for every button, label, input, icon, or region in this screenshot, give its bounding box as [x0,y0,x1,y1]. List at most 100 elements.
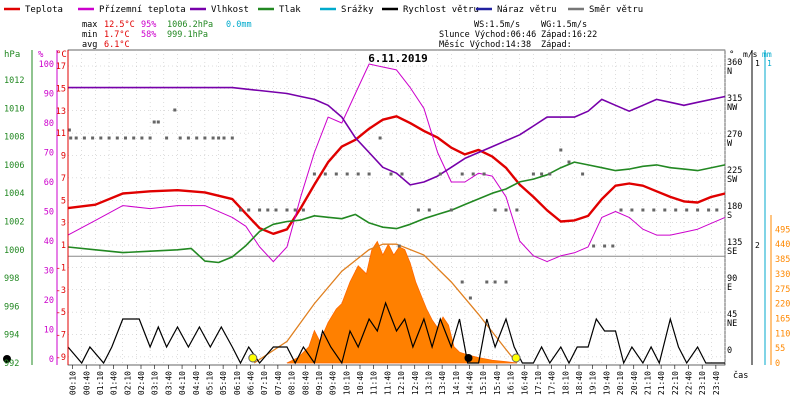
legend-label: Vlhkost [211,5,249,15]
x-tick-label: 04:40 [192,371,201,395]
wind-direction-point [367,172,371,176]
wind-direction-point [301,208,305,212]
x-tick-label: 13:10 [424,371,433,395]
dir-axis-label: ° [729,50,734,60]
x-tick-label: 12:40 [411,371,420,395]
dir-tick-name: SW [727,175,738,185]
x-tick-label: 05:40 [219,371,228,395]
hpa-tick-label: 1010 [4,104,24,114]
x-tick-label: 15:40 [493,371,502,395]
wind-direction-point [178,136,182,140]
x-tick-label: 02:40 [137,371,146,395]
wind-direction-point [69,136,73,140]
x-tick-label: 18:40 [575,371,584,395]
dir-tick-degree: 315 [727,94,742,104]
pct-tick-label: 40 [44,237,54,247]
sunset-marker [511,353,521,363]
x-tick-label: 02:10 [123,371,132,395]
legend-label: Tlak [279,5,301,15]
wind-direction-point [222,136,226,140]
wind-direction-point [619,208,623,212]
wind-direction-point [293,208,297,212]
wind-direction-point [611,244,615,248]
degc-tick-label: -7 [56,331,66,341]
x-tick-label: 09:40 [329,371,338,395]
wind-direction-point [211,136,215,140]
x-tick-label: 03:40 [164,371,173,395]
wm2-tick-label: 495 [775,225,790,235]
wind-direction-point [124,136,127,140]
stat-humidity: 95% [141,20,156,30]
wind-direction-point [652,208,656,212]
wind-direction-point [581,172,585,176]
x-tick-label: 03:10 [151,371,160,395]
dir-tick-degree: 135 [727,238,742,248]
wm2-tick-label: 385 [775,255,790,265]
wind-direction-point [115,136,119,140]
x-tick-label: 17:40 [548,371,557,395]
ground-temperature-line [67,63,726,263]
wind-direction-point [531,172,535,176]
wind-direction-point [468,296,472,300]
degc-tick-label: 9 [61,152,66,162]
pct-tick-label: 60 [44,178,54,188]
x-tick-label: 16:10 [507,371,516,395]
stat-label: avg [82,40,97,50]
wind-direction-point [504,208,508,212]
stat-pressure: 999.1hPa [167,30,208,40]
theoretical-radiation-line [253,243,518,364]
x-tick-label: 22:40 [685,371,694,395]
wind-direction-point [438,172,442,176]
wind-direction-point [132,136,136,140]
hpa-tick-label: 1008 [4,133,24,143]
dir-tick-name: NE [727,319,737,329]
dir-tick-name: E [727,283,732,293]
ms-tick-label: 2 [755,241,760,250]
series-lines [3,63,726,365]
wind-direction-point [258,208,262,212]
wind-direction-point [239,208,242,212]
wind-direction-point [630,208,634,212]
wind-direction-point [559,148,563,152]
pct-tick-label: 50 [44,208,54,218]
wind-direction-point [460,280,464,284]
hpa-axis-label: hPa [4,50,20,60]
wind-direction-point [592,244,596,248]
dir-tick-degree: 270 [727,130,742,140]
x-tick-label: 21:40 [657,371,666,395]
axes: hPa% °C1012101010081006100410021000998996… [4,50,790,395]
hpa-tick-label: 992 [4,359,19,369]
x-tick-label: 20:10 [616,371,625,395]
degc-tick-label: -3 [56,286,66,296]
legend: Teplota Přízemní teplota Vlhkost Tlak Srážky… [4,5,643,15]
legend-label: Teplota [25,5,63,15]
wind-direction-points [67,108,719,300]
degc-tick-label: 15 [56,84,66,94]
wind-direction-point [707,208,711,212]
stat-temp: 1.7°C [104,30,130,40]
degc-tick-label: 7 [61,174,66,184]
wind-direction-point [378,136,382,140]
hpa-tick-label: 996 [4,302,19,312]
wm2-tick-label: 275 [775,285,790,295]
legend-label: Srážky [341,5,374,15]
x-tick-label: 00:10 [69,371,78,395]
x-tick-label: 11:40 [383,371,392,395]
degc-tick-label: 11 [56,129,66,139]
sunrise-marker [248,353,258,363]
dir-tick-degree: 180 [727,202,742,212]
wind-direction-point [548,172,552,176]
x-tick-label: 13:40 [438,371,447,395]
degc-tick-label: 17 [56,62,66,72]
wind-direction-point [696,208,700,212]
hpa-tick-label: 1002 [4,218,24,228]
pct-tick-label: 70 [44,149,54,159]
x-tick-label: 07:40 [274,371,283,395]
x-tick-label: 08:40 [301,371,310,395]
stat-humidity: 58% [141,30,156,40]
x-tick-label: 07:10 [260,371,269,395]
wind-direction-point [389,172,393,176]
x-tick-label: 05:10 [205,371,214,395]
wind-direction-point [715,208,719,212]
